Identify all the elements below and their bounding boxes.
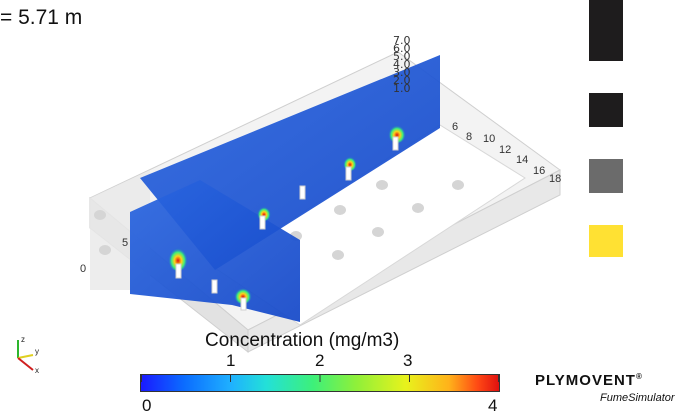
legend-swatch-dark-1: [589, 0, 623, 61]
room-axis-tick: 5: [122, 237, 128, 249]
legend-swatch-dark-2: [589, 93, 623, 127]
room-axis-tick: 10: [483, 133, 495, 145]
legend-swatch-gray: [589, 159, 623, 193]
brand-logo: PLYMOVENT®: [535, 372, 643, 389]
legend-swatch-yellow: [589, 225, 623, 257]
room-axis-tick: 14: [516, 154, 528, 166]
vertical-scale-tick: 3.0: [393, 66, 411, 79]
colorbar-tick-3: 3: [403, 351, 413, 370]
vertical-scale-tick: 7.0: [393, 34, 411, 47]
concentration-colorbar: [140, 374, 500, 392]
extraction-nozzles: [175, 136, 399, 311]
colorbar-ticks: [141, 375, 499, 382]
axis-label-x: x: [35, 366, 39, 375]
room-axis-tick: 18: [549, 173, 561, 185]
room-axis-tick: 8: [466, 131, 472, 143]
room-axis-tick: 0: [80, 263, 86, 275]
vertical-scale-tick: 5.0: [393, 50, 411, 63]
height-readout: = 5.71 m: [0, 6, 83, 29]
vertical-scale-tick: 2.0: [393, 74, 411, 87]
colorbar-tick-4: 4: [488, 396, 498, 415]
axis-label-z: z: [21, 335, 25, 344]
vertical-scale-tick: 6.0: [393, 42, 411, 55]
colorbar-tick-0: 0: [142, 396, 152, 415]
vertical-scale: 7.0 6.0 5.0 4.0 3.0 2.0 1.0: [393, 34, 411, 95]
room-axis-tick: 6: [452, 121, 458, 133]
workbench-fixtures: [94, 180, 464, 260]
vertical-scale-tick: 4.0: [393, 58, 411, 71]
vertical-scale-tick: 1.0: [393, 82, 411, 95]
room-axis-tick: 16: [533, 165, 545, 177]
brand-name: PLYMOVENT: [535, 372, 636, 389]
orientation-axes: z y x: [17, 335, 39, 375]
colorbar-tick-1: 1: [226, 351, 236, 370]
axis-label-y: y: [35, 347, 39, 356]
brand-registered: ®: [635, 372, 643, 381]
room-axis-tick: 12: [499, 144, 511, 156]
room-axis: 0 5 6 8 10 12 14 16 18: [80, 121, 561, 275]
brand-product: FumeSimulator: [600, 392, 675, 404]
colorbar-title: Concentration (mg/m3): [205, 330, 400, 351]
colorbar-tick-2: 2: [315, 351, 325, 370]
